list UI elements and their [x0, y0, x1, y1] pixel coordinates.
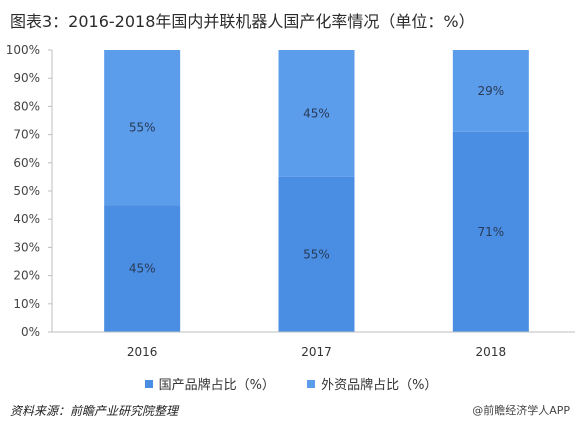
legend: 国产品牌占比（%） 外资品牌占比（%）	[0, 374, 582, 393]
bar-foreign-2016	[104, 50, 181, 206]
legend-label-foreign: 外资品牌占比（%）	[321, 378, 438, 393]
x-tick-label: 2016	[127, 345, 158, 359]
y-tick-label: 40%	[13, 212, 40, 226]
legend-item-foreign: 外资品牌占比（%）	[307, 374, 437, 393]
bar-foreign-2018	[452, 50, 529, 132]
y-tick-label: 10%	[13, 297, 40, 311]
data-label-domestic: 45%	[129, 262, 156, 276]
x-tick-label: 2018	[476, 345, 507, 359]
bar-domestic-2018	[452, 131, 529, 332]
data-label-domestic: 55%	[303, 247, 330, 261]
y-axis: 0% 10% 20% 30% 40% 50% 60% 70% 80% 90% 100%	[6, 43, 53, 339]
y-tick-label: 30%	[13, 240, 40, 254]
data-label-foreign: 55%	[129, 121, 156, 135]
data-label-foreign: 45%	[303, 106, 330, 120]
chart-title: 图表3：2016-2018年国内并联机器人国产化率情况（单位：%）	[10, 12, 475, 31]
x-axis: 2016 2017 2018	[52, 331, 575, 359]
legend-item-domestic: 国产品牌占比（%）	[144, 374, 275, 393]
legend-swatch-domestic	[144, 379, 153, 388]
y-tick-label: 80%	[13, 99, 40, 113]
y-tick-label: 50%	[13, 184, 40, 198]
legend-label-domestic: 国产品牌占比（%）	[158, 378, 275, 393]
source-note: 资料来源：前瞻产业研究院整理	[10, 404, 179, 418]
y-tick-label: 70%	[13, 128, 40, 142]
y-tick-label: 90%	[13, 71, 40, 85]
x-tick-label: 2017	[301, 345, 332, 359]
data-label-foreign: 29%	[477, 84, 504, 98]
bar-foreign-2017	[278, 50, 355, 177]
bar-series: 45% 55% 55% 45% 71% 29%	[104, 50, 529, 332]
y-tick-label: 100%	[6, 43, 40, 57]
y-tick-label: 0%	[21, 325, 40, 339]
data-label-domestic: 71%	[477, 225, 504, 239]
bar-domestic-2017	[278, 176, 355, 332]
bar-domestic-2016	[104, 205, 181, 332]
footer-brand: @前瞻经济学人APP	[472, 404, 570, 417]
legend-swatch-foreign	[307, 379, 316, 388]
y-tick-label: 60%	[13, 156, 40, 170]
y-tick-label: 20%	[13, 269, 40, 283]
